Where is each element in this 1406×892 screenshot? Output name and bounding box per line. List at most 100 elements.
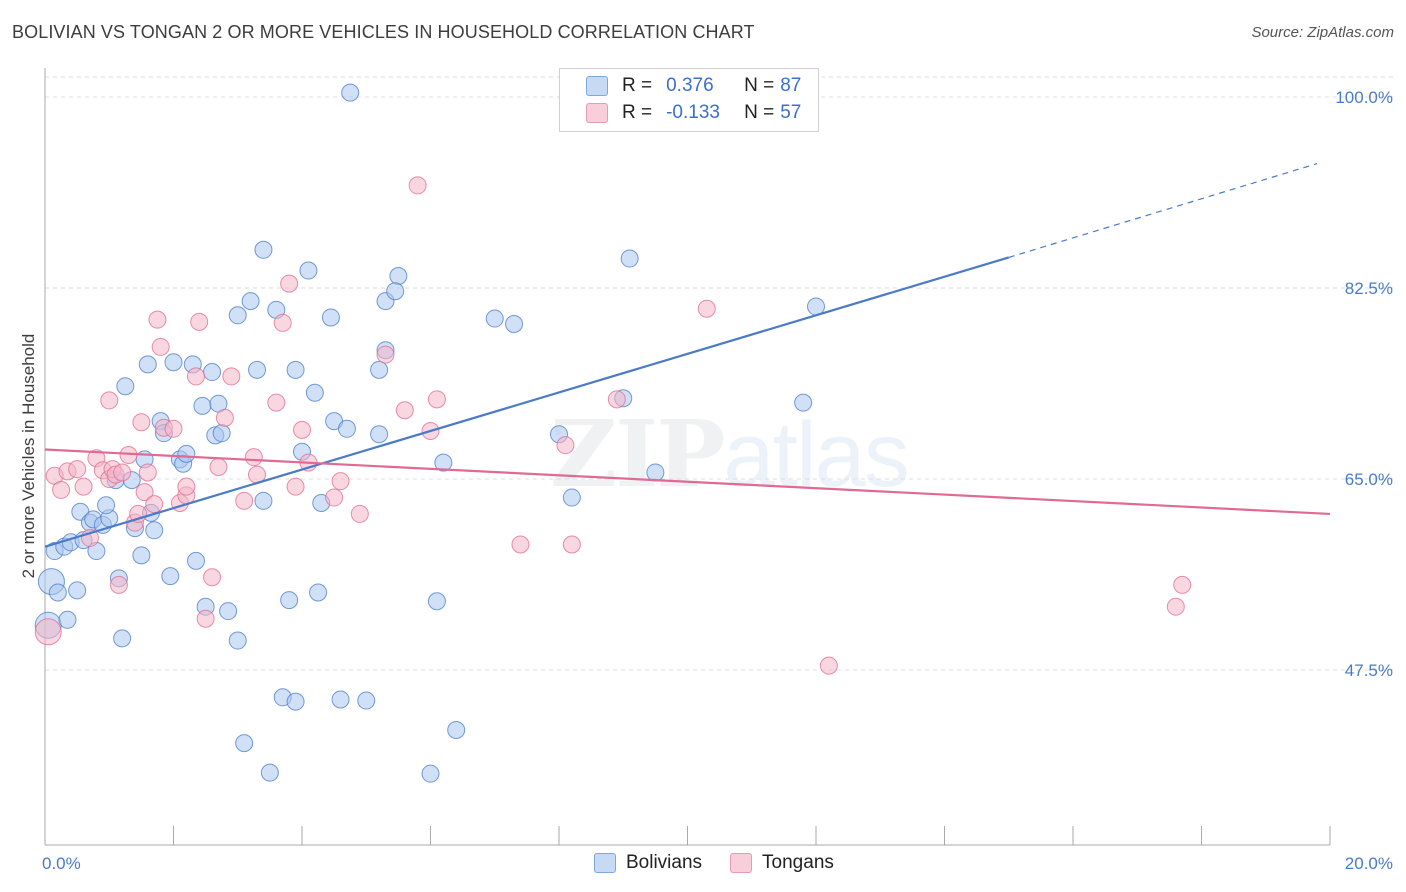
- bolivian-point: [203, 363, 222, 382]
- bolivian-point: [161, 567, 180, 586]
- bolivian-point: [235, 734, 254, 753]
- tongan-point: [203, 568, 222, 587]
- bolivian-point: [241, 292, 260, 311]
- legend-label: Bolivians: [626, 852, 703, 873]
- tongan-point: [244, 448, 263, 467]
- source-attribution: Source: ZipAtlas.com: [1251, 24, 1394, 41]
- tongan-point: [34, 618, 62, 646]
- tongan-point: [697, 299, 716, 318]
- r-value: -0.133: [666, 102, 720, 123]
- tongan-point: [52, 480, 71, 499]
- tongan-point: [293, 420, 311, 439]
- bolivian-point: [286, 692, 305, 711]
- n-label: N =: [744, 75, 775, 96]
- chart-title: BOLIVIAN VS TONGAN 2 OR MORE VEHICLES IN…: [12, 22, 755, 42]
- bolivian-point: [254, 491, 273, 510]
- tongan-point: [273, 313, 292, 332]
- bolivian-point: [485, 309, 504, 328]
- tongan-point: [100, 391, 119, 410]
- bolivian-point: [447, 721, 466, 740]
- tongans-swatch: [586, 103, 608, 123]
- tongan-point: [132, 413, 151, 432]
- bolivian-point: [97, 496, 116, 515]
- n-value: 87: [780, 75, 802, 96]
- bolivian-point: [286, 360, 305, 379]
- bolivian-point: [299, 261, 318, 280]
- tongan-point: [1173, 575, 1192, 594]
- bolivian-point: [331, 690, 350, 709]
- y-axis-label: 2 or more Vehicles in Household: [19, 334, 38, 579]
- bolivian-point: [434, 453, 453, 472]
- legend-item-tongans[interactable]: Tongans: [730, 852, 834, 874]
- bolivian-point: [389, 266, 408, 285]
- tongan-point: [209, 457, 228, 476]
- bolivian-point: [260, 763, 279, 782]
- series-legend: Bolivians Tongans: [594, 852, 862, 874]
- bolivian-point: [228, 306, 247, 325]
- bolivian-point: [646, 463, 665, 482]
- tongan-point: [408, 176, 427, 195]
- bolivian-point: [48, 583, 67, 602]
- bolivian-point: [248, 360, 267, 379]
- bolivian-point: [341, 83, 360, 102]
- tongan-point: [325, 488, 344, 507]
- tongan-point: [215, 408, 234, 427]
- bolivian-trendline: [44, 256, 1010, 548]
- tongan-point: [511, 535, 530, 554]
- y-tick-label: 82.5%: [1345, 279, 1393, 298]
- bolivian-point: [321, 308, 340, 327]
- tongan-point: [109, 575, 128, 594]
- tongan-point: [562, 535, 581, 554]
- bolivian-point: [132, 546, 151, 565]
- bolivian-point: [305, 383, 324, 402]
- legend-item-bolivians[interactable]: Bolivians: [594, 852, 702, 874]
- legend-row-bolivians: R = 0.376 N = 87: [586, 75, 801, 97]
- tongan-point: [190, 312, 209, 331]
- bolivian-point: [116, 377, 135, 396]
- tongan-point: [427, 390, 446, 409]
- bolivian-point: [138, 355, 157, 374]
- bolivian-point: [145, 521, 164, 540]
- bolivian-point: [68, 581, 87, 600]
- bolivian-point: [193, 396, 212, 415]
- bolivian-point: [254, 240, 273, 259]
- tongan-point: [151, 337, 170, 356]
- tongan-point: [74, 477, 93, 496]
- tongan-point: [68, 460, 87, 479]
- bolivian-point: [421, 764, 440, 783]
- tongan-point: [286, 477, 305, 496]
- tongans-swatch: [730, 853, 753, 873]
- bolivian-point: [794, 393, 813, 412]
- tongan-point: [186, 367, 205, 386]
- bolivian-point: [177, 444, 196, 463]
- r-label: R =: [622, 102, 653, 123]
- zipatlas-watermark: ZIPatlas: [550, 400, 910, 508]
- tongan-point: [145, 495, 164, 514]
- legend-row-tongans: R = -0.133 N = 57: [586, 102, 801, 124]
- bolivian-point: [186, 551, 205, 570]
- tongan-point: [819, 656, 838, 675]
- bolivian-point: [427, 592, 446, 611]
- bolivian-point: [620, 249, 639, 268]
- bolivian-point: [219, 602, 238, 621]
- bolivian-point: [212, 424, 231, 443]
- y-tick-label: 100.0%: [1335, 88, 1393, 107]
- tongan-point: [607, 390, 626, 409]
- bolivian-point: [386, 282, 405, 301]
- tongan-point: [148, 310, 167, 329]
- tongan-point: [222, 367, 241, 386]
- tongan-point: [267, 393, 286, 412]
- tongan-point: [135, 483, 154, 502]
- y-tick-label: 65.0%: [1345, 470, 1393, 489]
- tongan-point: [138, 463, 157, 482]
- tongan-point: [280, 274, 299, 293]
- bolivians-swatch: [594, 853, 616, 873]
- tongan-point: [556, 436, 575, 455]
- tongan-point: [164, 419, 183, 438]
- x-tick-label: 0.0%: [42, 854, 81, 873]
- tongan-trendline: [44, 448, 1331, 516]
- bolivian-point: [309, 583, 328, 602]
- tongan-point: [235, 491, 254, 510]
- tongan-point: [113, 463, 132, 482]
